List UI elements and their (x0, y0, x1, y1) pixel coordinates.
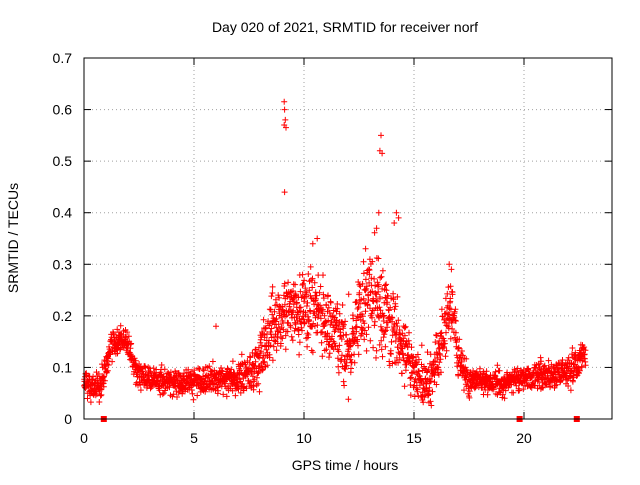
data-points (81, 98, 589, 409)
y-tick-label: 0 (64, 411, 72, 427)
data-point-markers (81, 98, 589, 409)
x-tick-label: 5 (190, 430, 198, 446)
axis-ticks: 0 5 10 15 20 0 0.1 0.2 0.3 0.4 0.5 0.6 0.7 (53, 50, 612, 446)
y-tick-label: 0.4 (53, 205, 73, 221)
grid-lines (84, 58, 612, 419)
plot-frame (83, 57, 613, 420)
y-tick-label: 0.6 (53, 102, 73, 118)
y-tick-label: 0.7 (53, 50, 73, 66)
chart-title: Day 020 of 2021, SRMTID for receiver nor… (212, 19, 478, 35)
y-tick-label: 0.1 (53, 359, 73, 375)
y-tick-label: 0.5 (53, 153, 73, 169)
y-tick-label: 0.2 (53, 308, 73, 324)
y-tick-label: 0.3 (53, 256, 73, 272)
y-axis-label: SRMTID / TECUs (5, 183, 21, 293)
x-axis-label: GPS time / hours (292, 457, 399, 473)
x-tick-label: 10 (296, 430, 312, 446)
x-tick-label: 15 (406, 430, 422, 446)
x-tick-label: 20 (516, 430, 532, 446)
x-tick-label: 0 (80, 430, 88, 446)
